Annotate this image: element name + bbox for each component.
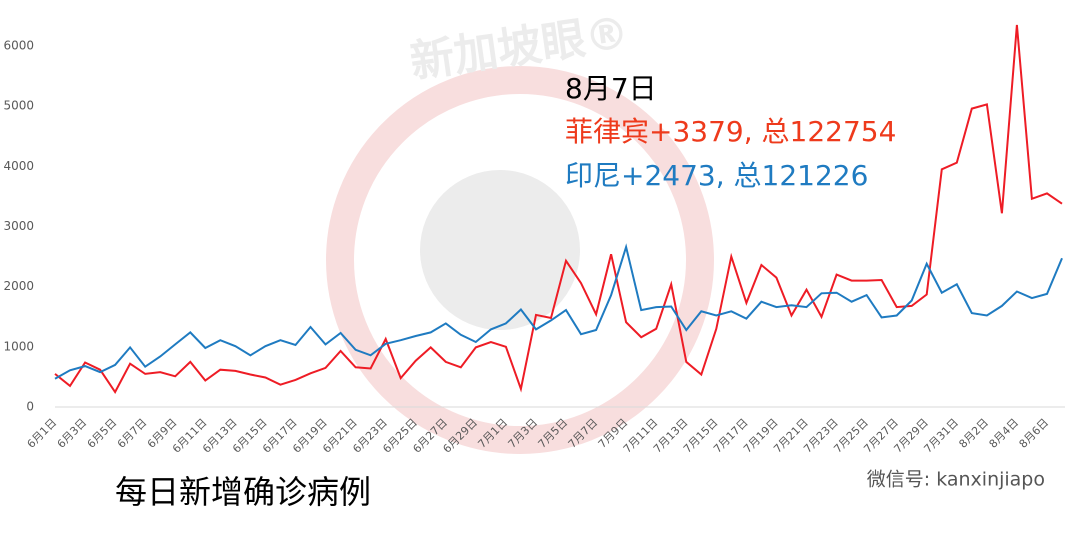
x-tick-label: 6月3日 bbox=[55, 416, 90, 451]
y-tick-label: 0 bbox=[26, 400, 34, 414]
annotation: 印尼+2473, 总121226 bbox=[565, 159, 868, 192]
y-tick-label: 5000 bbox=[3, 99, 34, 113]
chart-title: 每日新增确诊病例 bbox=[115, 473, 371, 511]
y-tick-label: 6000 bbox=[3, 39, 34, 53]
x-tick-label: 8月4日 bbox=[987, 416, 1022, 451]
watermark-ring bbox=[326, 66, 714, 454]
x-tick-label: 8月6日 bbox=[1017, 416, 1052, 451]
annotation: 菲律宾+3379, 总122754 bbox=[565, 115, 896, 148]
x-tick-label: 6月1日 bbox=[25, 416, 60, 451]
y-tick-label: 3000 bbox=[3, 219, 34, 233]
x-tick-label: 8月2日 bbox=[956, 416, 991, 451]
x-tick-label: 6月5日 bbox=[85, 416, 120, 451]
y-tick-label: 4000 bbox=[3, 159, 34, 173]
y-tick-label: 2000 bbox=[3, 279, 34, 293]
series-line bbox=[54, 24, 1063, 394]
series-line bbox=[54, 243, 1063, 380]
annotation: 8月7日 bbox=[565, 72, 657, 105]
x-tick-label: 6月7日 bbox=[115, 416, 150, 451]
source: 微信号: kanxinjiapo bbox=[867, 469, 1045, 491]
y-tick-label: 1000 bbox=[3, 339, 34, 353]
watermark-dot bbox=[420, 170, 580, 330]
